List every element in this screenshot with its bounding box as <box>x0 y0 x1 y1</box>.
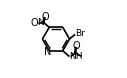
Text: Br: Br <box>75 29 84 38</box>
Text: O: O <box>73 41 80 51</box>
Text: O: O <box>41 12 49 22</box>
Text: N: N <box>44 47 52 57</box>
Text: O: O <box>31 18 38 28</box>
Text: NH: NH <box>69 52 82 61</box>
Text: N: N <box>37 18 44 27</box>
